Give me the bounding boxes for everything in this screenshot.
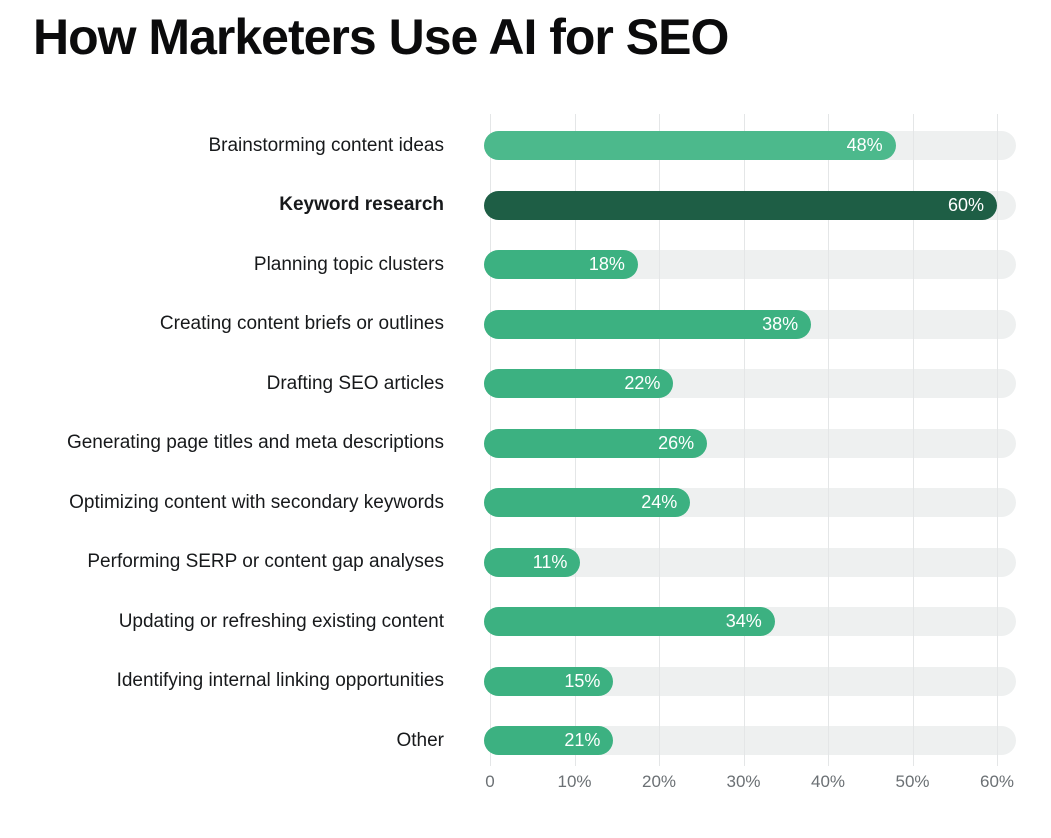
- x-tick-label: 60%: [979, 772, 1015, 791]
- chart-row: Generating page titles and meta descript…: [0, 414, 1051, 474]
- bar-value-label: 26%: [658, 432, 695, 453]
- gridline-30%: [743, 114, 745, 766]
- category-label: Other: [396, 729, 444, 751]
- x-tick-label: 10%: [557, 772, 592, 791]
- x-tick-label: 20%: [641, 772, 677, 791]
- bar-area: 11%: [484, 547, 1016, 577]
- bar: 60%: [484, 190, 997, 220]
- chart-row: Creating content briefs or outlines 38%: [0, 295, 1051, 355]
- bar: 21%: [484, 726, 614, 756]
- bar: 48%: [484, 131, 896, 161]
- x-axis: 0 10% 20% 30% 40% 50% 60%: [484, 772, 1016, 798]
- bar-value-label: 11%: [532, 551, 568, 572]
- bar-value-label: 38%: [762, 313, 799, 334]
- category-label: Creating content briefs or outlines: [159, 313, 444, 335]
- chart-row: Planning topic clusters 18%: [0, 235, 1051, 295]
- gridline-60%: [997, 114, 998, 766]
- x-tick-label: 30%: [726, 772, 761, 791]
- bar-area: 21%: [484, 726, 1016, 756]
- chart-rows: Brainstorming content ideas 48% Keyword re…: [0, 116, 1051, 771]
- bar-chart: Brainstorming content ideas 48% Keyword re…: [0, 114, 1051, 826]
- bar-area: 22%: [484, 369, 1016, 399]
- chart-row: Keyword research 60%: [0, 176, 1051, 236]
- category-label: Identifying internal linking opportuniti…: [116, 670, 444, 692]
- bar-area: 15%: [484, 666, 1016, 696]
- bar: 38%: [484, 309, 812, 339]
- chart-row: Brainstorming content ideas 48%: [0, 116, 1051, 176]
- category-label: Planning topic clusters: [253, 253, 444, 275]
- x-tick-label: 40%: [810, 772, 846, 791]
- category-label: Optimizing content with secondary keywor…: [69, 491, 444, 513]
- bar: 34%: [484, 607, 775, 637]
- bar-area: 18%: [484, 250, 1016, 280]
- chart-row: Performing SERP or content gap analyses 1…: [0, 533, 1051, 593]
- chart-row: Updating or refreshing existing content 3…: [0, 592, 1051, 652]
- bar-value-label: 15%: [564, 670, 601, 691]
- category-label: Updating or refreshing existing content: [118, 610, 444, 632]
- bar-value-label: 21%: [564, 730, 601, 751]
- bar-value-label: 48%: [846, 135, 883, 156]
- bar-area: 24%: [484, 488, 1016, 518]
- bar-area: 60%: [484, 190, 1016, 220]
- bar-value-label: 18%: [588, 254, 625, 275]
- chart-row: Identifying internal linking opportuniti…: [0, 652, 1051, 712]
- category-label: Performing SERP or content gap analyses: [87, 551, 444, 573]
- category-label: Brainstorming content ideas: [208, 134, 444, 156]
- bar: 24%: [484, 488, 691, 518]
- bar-value-label: 22%: [624, 373, 661, 394]
- chart-row: Other 21%: [0, 711, 1051, 771]
- chart-row: Drafting SEO articles 22%: [0, 354, 1051, 414]
- bar: 22%: [484, 369, 674, 399]
- category-label: Generating page titles and meta descript…: [66, 432, 444, 454]
- x-tick-label: 50%: [895, 772, 930, 791]
- bar-area: 38%: [484, 309, 1016, 339]
- x-tick-label: 0: [485, 772, 495, 791]
- bar: 18%: [484, 250, 638, 280]
- bar: 11%: [484, 547, 581, 577]
- gridline-50%: [912, 114, 914, 766]
- chart-row: Optimizing content with secondary keywor…: [0, 473, 1051, 533]
- bar-area: 26%: [484, 428, 1016, 458]
- chart-title: How Marketers Use AI for SEO: [33, 9, 729, 65]
- category-label: Drafting SEO articles: [266, 372, 444, 394]
- bar-area: 34%: [484, 607, 1016, 637]
- bar: 15%: [484, 666, 614, 696]
- bar-value-label: 60%: [947, 194, 984, 215]
- category-label: Keyword research: [279, 194, 444, 216]
- bar: 26%: [484, 428, 708, 458]
- bar-value-label: 24%: [641, 492, 678, 513]
- bar-value-label: 34%: [725, 611, 762, 632]
- gridline-40%: [828, 114, 829, 766]
- bar-area: 48%: [484, 131, 1016, 161]
